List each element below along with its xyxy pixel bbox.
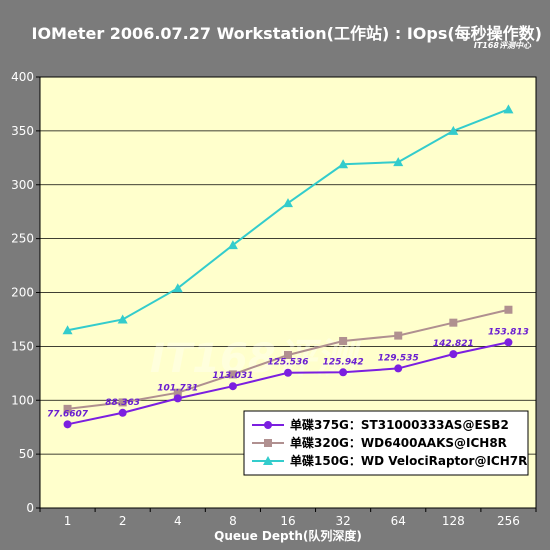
data-point (283, 198, 293, 208)
data-label: 129.535 (378, 353, 419, 363)
data-point (394, 331, 403, 340)
y-tick-label: 150 (11, 339, 34, 353)
data-label: 125.942 (323, 357, 364, 367)
chart-subtitle: IT168评测中心 (473, 41, 531, 50)
series-1 (63, 338, 513, 429)
data-point (449, 350, 458, 359)
data-label: 101.731 (157, 383, 198, 393)
legend-swatch-marker (264, 439, 272, 447)
y-tick-label: 100 (11, 393, 34, 407)
data-point (504, 338, 513, 347)
data-label: 88.363 (105, 398, 140, 408)
x-tick-label: 256 (497, 514, 520, 528)
data-point (448, 125, 459, 135)
data-point (504, 305, 513, 314)
y-tick-label: 350 (11, 124, 34, 138)
legend-box (243, 410, 529, 476)
data-point (63, 420, 72, 429)
y-tick-label: 200 (11, 286, 34, 300)
y-tick-label: 400 (11, 70, 34, 84)
series-group (62, 104, 514, 429)
x-tick-label: 16 (280, 514, 295, 528)
data-point (339, 336, 348, 345)
x-tick-label: 128 (442, 514, 465, 528)
chart-title: IOMeter 2006.07.27 Workstation(工作站) : IO… (31, 24, 543, 43)
y-tick-label: 250 (11, 232, 34, 246)
legend-item: 单碟320G：WD6400AAKS@ICH8R (252, 435, 507, 450)
y-tick-label: 50 (19, 447, 34, 461)
x-axis: 1 2 4 8 16 32 64 128 256 (39, 508, 537, 528)
x-tick-label: 32 (335, 514, 350, 528)
data-point (284, 368, 292, 377)
data-point (63, 404, 72, 413)
data-point (449, 318, 458, 327)
data-label: 113.031 (212, 371, 253, 381)
x-tick-label: 1 (64, 514, 72, 528)
data-point (118, 408, 127, 417)
data-point (228, 370, 237, 379)
legend-item: 单碟375G：ST31000333AS@ESB2 (252, 417, 509, 432)
data-label: 77.6607 (47, 409, 89, 419)
series-3 (62, 104, 514, 335)
data-point (227, 240, 238, 250)
x-tick-label: 2 (119, 514, 127, 528)
legend-label: 单碟375G：ST31000333AS@ESB2 (290, 417, 509, 432)
data-point (117, 314, 128, 324)
legend-swatch-marker (264, 421, 272, 429)
x-tick-label: 64 (391, 514, 406, 528)
legend: 单碟375G：ST31000333AS@ESB2 单碟320G：WD6400AAK… (243, 410, 529, 476)
data-point (503, 104, 514, 114)
data-point (393, 157, 404, 167)
y-tick-label: 300 (11, 178, 34, 192)
legend-label: 单碟320G：WD6400AAKS@ICH8R (290, 435, 507, 450)
legend-label: 单碟150G：WD VelociRaptor@ICH7R (290, 453, 527, 468)
data-point (118, 398, 127, 407)
data-point (284, 350, 292, 359)
y-tick-label: 0 (26, 501, 34, 515)
data-point (172, 283, 183, 293)
data-point (173, 388, 182, 397)
data-point (339, 368, 348, 377)
legend-item: 单碟150G：WD VelociRaptor@ICH7R (252, 453, 527, 468)
watermark: IT168评测 (150, 336, 363, 382)
x-axis-title: Queue Depth(队列深度) (214, 528, 362, 543)
data-point (394, 364, 403, 373)
x-tick-label: 8 (229, 514, 237, 528)
data-point (228, 382, 237, 391)
y-axis: 0 50 100 150 200 250 300 350 400 (11, 70, 40, 515)
data-label: 153.813 (488, 327, 529, 337)
x-tick-label: 4 (174, 514, 182, 528)
legend-swatch-marker (263, 456, 273, 465)
data-labels: 77.6607 88.363 101.731 113.031 125.536 125.94… (47, 327, 529, 419)
data-label: 142.821 (433, 339, 474, 349)
data-point (62, 325, 73, 335)
data-label: 125.536 (268, 358, 309, 368)
data-point (173, 394, 182, 403)
data-point (338, 159, 349, 169)
series-2 (63, 305, 513, 413)
